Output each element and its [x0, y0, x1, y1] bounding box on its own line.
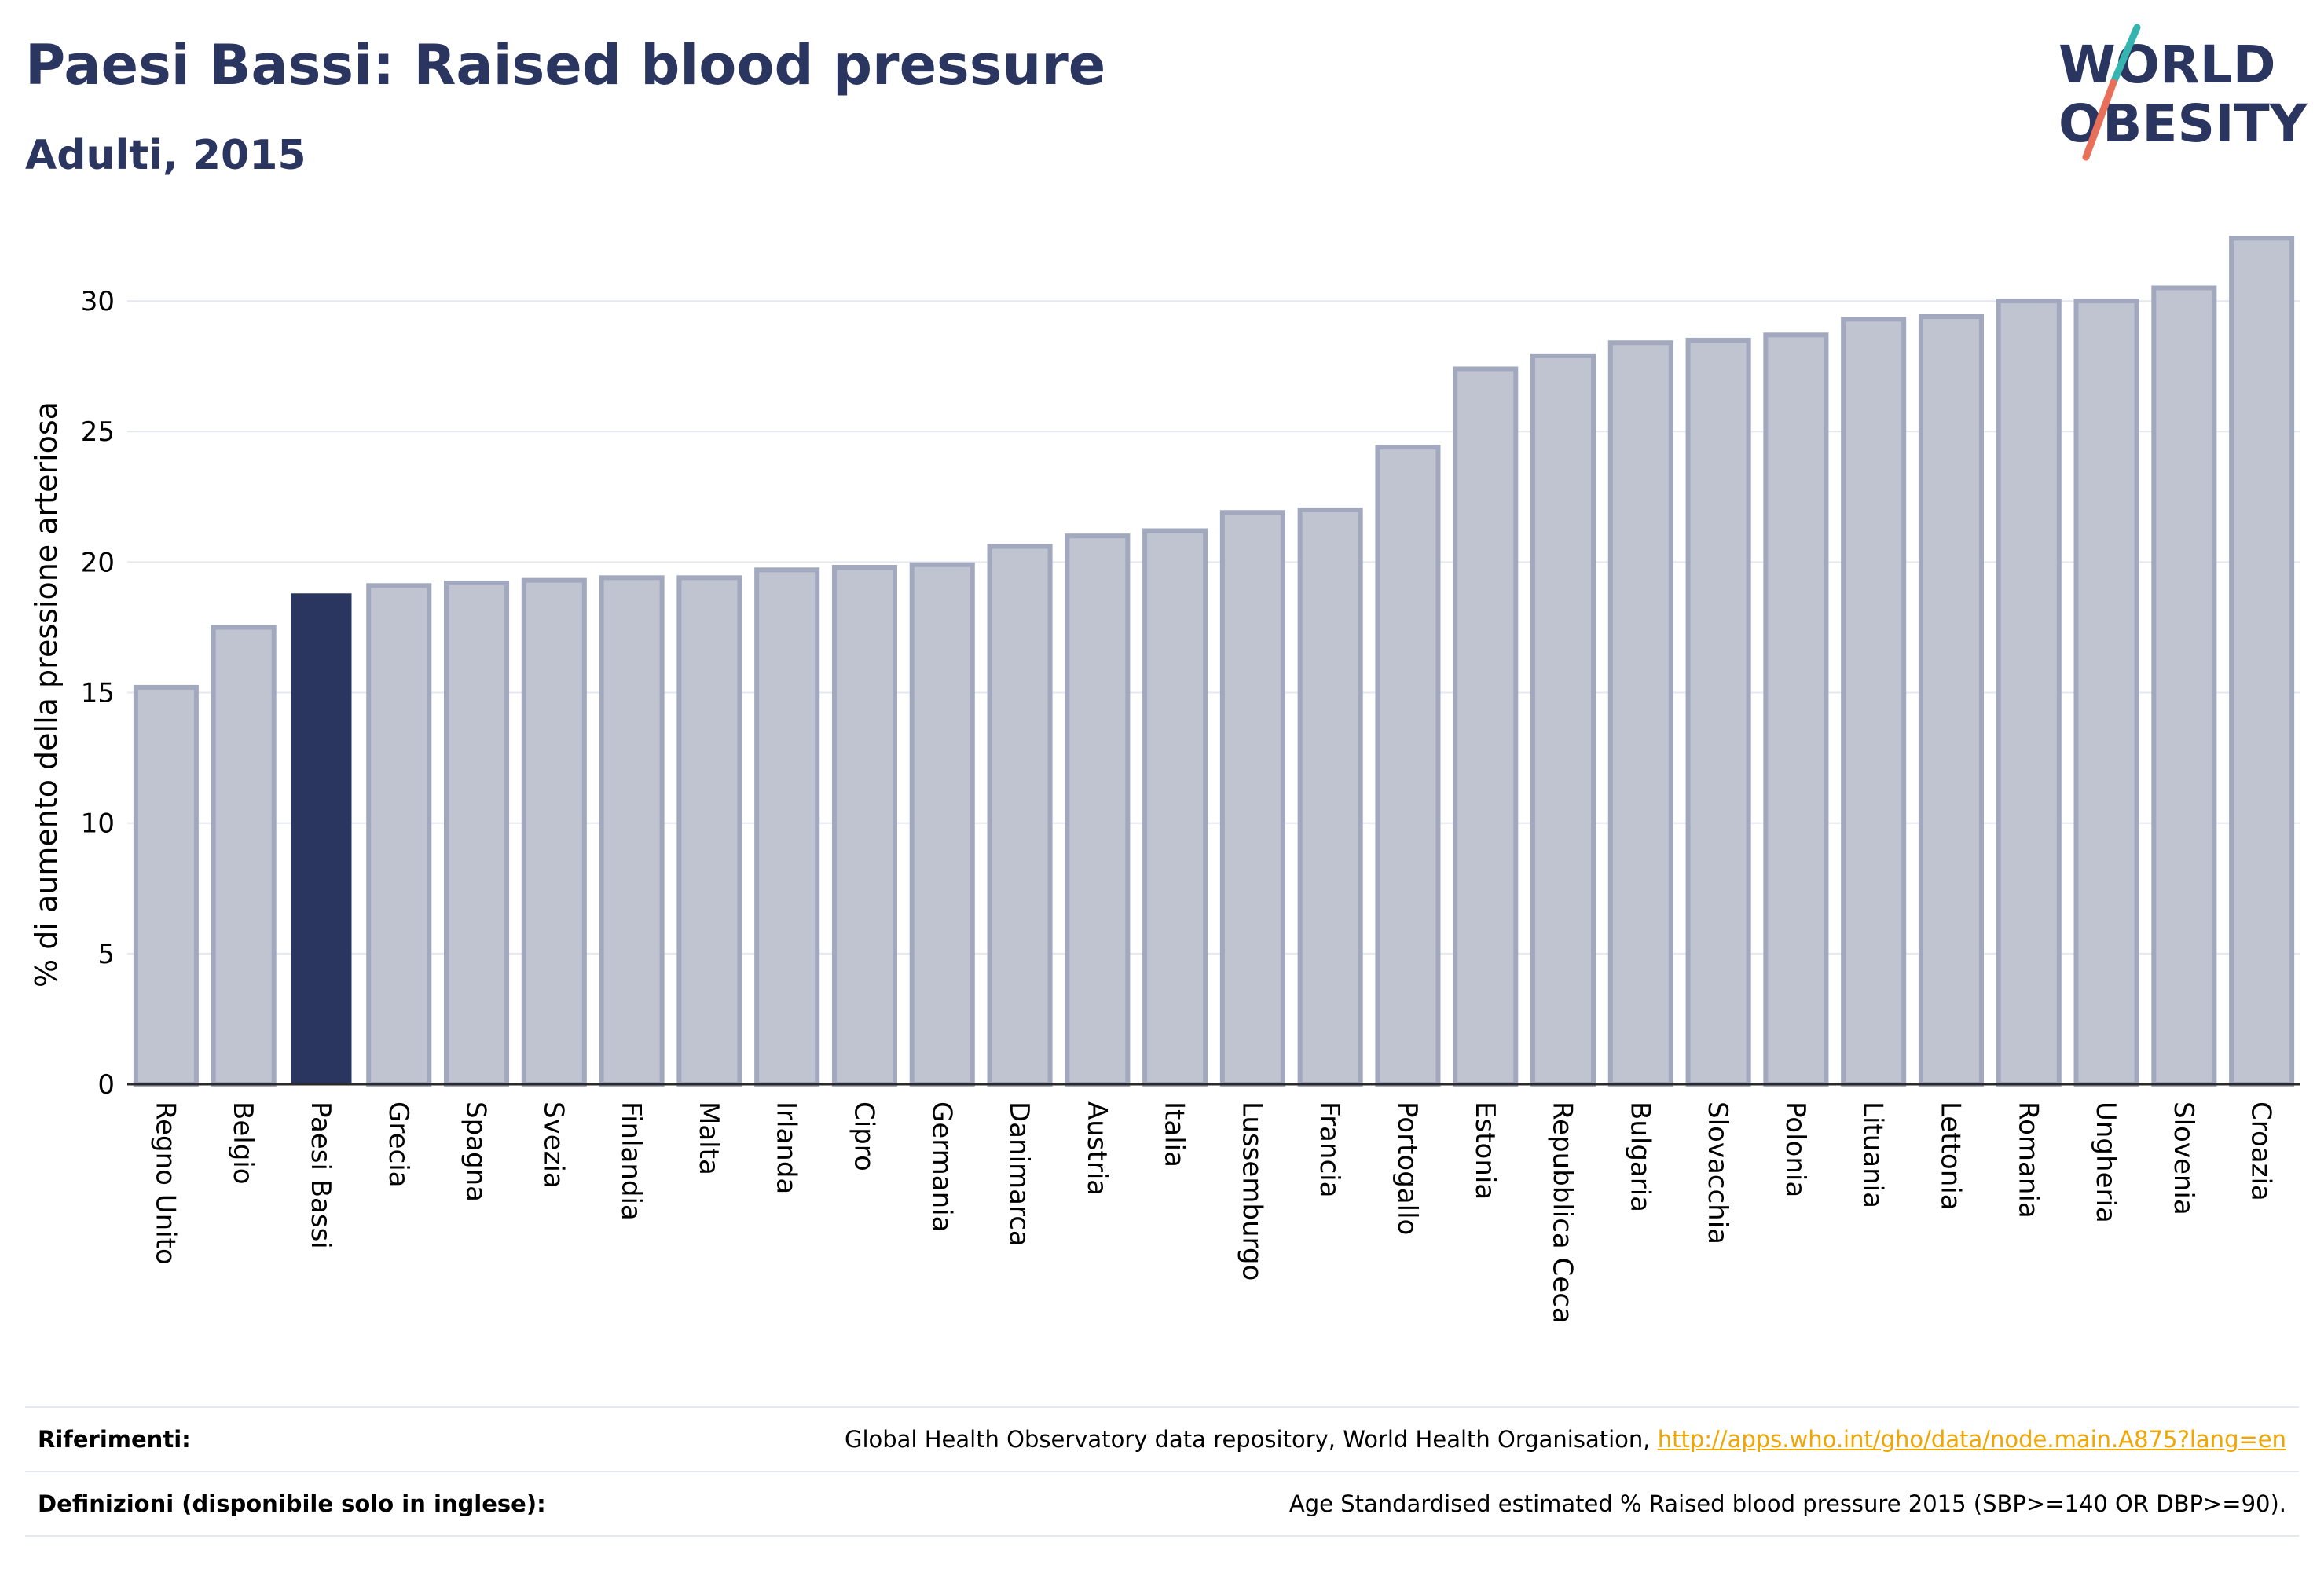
y-tick-label: 5	[97, 939, 115, 970]
x-tick-label: Italia	[1159, 1101, 1190, 1167]
bar	[1142, 528, 1208, 1087]
bar	[909, 562, 975, 1087]
x-tick-label: Finlandia	[615, 1101, 647, 1221]
x-tick-label: Portogallo	[1391, 1101, 1423, 1235]
x-tick-label: Polonia	[1780, 1101, 1811, 1197]
tick-labels: 0 5 10 15 20 25 30 Regno Unito Belgio Paesi Bassi…	[81, 286, 2277, 1324]
y-tick-label: 10	[81, 808, 115, 840]
x-tick-label: Francia	[1314, 1101, 1345, 1197]
definitions-text: Age Standardised estimated % Raised bloo…	[1288, 1490, 2286, 1517]
svg-text:WORLD: WORLD	[2058, 35, 2276, 95]
y-tick-label: 0	[97, 1069, 115, 1101]
bar	[1453, 366, 1519, 1087]
x-tick-label: Malta	[693, 1101, 724, 1175]
x-tick-label: Grecia	[383, 1101, 414, 1187]
bar	[676, 575, 742, 1087]
bar	[366, 583, 432, 1087]
x-tick-label: Slovenia	[2168, 1101, 2199, 1215]
bar	[133, 684, 199, 1087]
references-row: Riferimenti: Global Health Observatory d…	[25, 1406, 2299, 1471]
references-text: Global Health Observatory data repositor…	[844, 1426, 1658, 1453]
bar	[1918, 314, 1984, 1087]
bar	[444, 580, 510, 1087]
bar	[1375, 445, 1441, 1087]
bar	[1065, 533, 1131, 1087]
x-tick-label: Lussemburgo	[1236, 1101, 1267, 1281]
x-tick-label: Regno Unito	[149, 1101, 181, 1265]
x-tick-label: Austria	[1081, 1101, 1113, 1196]
x-tick-label: Paesi Bassi	[305, 1101, 336, 1249]
x-tick-label: Romania	[2012, 1101, 2044, 1219]
y-axis-label: % di aumento della pressione arteriosa	[29, 401, 64, 988]
bar	[1530, 353, 1596, 1087]
y-tick-label: 25	[81, 416, 115, 448]
bar	[1996, 299, 2062, 1087]
bars	[133, 236, 2295, 1087]
x-tick-label: Belgio	[227, 1101, 258, 1185]
bar	[1607, 340, 1673, 1087]
x-tick-label: Svezia	[537, 1101, 569, 1189]
bar	[831, 565, 897, 1087]
bar	[211, 625, 277, 1087]
x-tick-label: Estonia	[1469, 1101, 1501, 1200]
x-tick-label: Spagna	[460, 1101, 492, 1202]
x-tick-label: Germania	[926, 1101, 957, 1232]
x-tick-label: Lettonia	[1934, 1101, 1966, 1211]
bar	[1685, 337, 1751, 1087]
references-label: Riferimenti:	[38, 1426, 191, 1453]
y-tick-label: 20	[81, 547, 115, 578]
bar	[599, 575, 665, 1087]
chart-title: Paesi Bassi: Raised blood pressure	[25, 33, 1106, 97]
x-tick-label: Cipro	[848, 1101, 879, 1171]
chart-subtitle: Adulti, 2015	[25, 132, 306, 179]
bar-chart: 0 5 10 15 20 25 30 Regno Unito Belgio Paesi Bassi…	[29, 236, 2300, 1324]
bar	[1297, 507, 1363, 1087]
x-tick-label: Ungheria	[2090, 1101, 2121, 1223]
bar	[291, 593, 352, 1084]
definitions-row: Definizioni (disponibile solo in inglese…	[25, 1471, 2299, 1537]
bar	[1841, 317, 1907, 1087]
definitions-label: Definizioni (disponibile solo in inglese…	[38, 1490, 546, 1517]
bar	[2229, 236, 2295, 1087]
references-value: Global Health Observatory data repositor…	[845, 1426, 2299, 1453]
bar	[1763, 332, 1829, 1087]
y-tick-label: 15	[81, 678, 115, 709]
bar	[754, 567, 820, 1087]
bar	[987, 544, 1053, 1087]
x-tick-label: Repubblica Ceca	[1547, 1101, 1578, 1324]
world-obesity-logo: WORLD OBESITY	[2058, 24, 2308, 161]
bar	[1219, 510, 1285, 1087]
bar	[2151, 285, 2217, 1087]
bar	[521, 577, 587, 1087]
y-tick-label: 30	[81, 286, 115, 317]
x-tick-label: Slovacchia	[1702, 1101, 1733, 1244]
x-tick-label: Lituania	[1857, 1101, 1889, 1208]
x-tick-label: Danimarca	[1003, 1101, 1035, 1247]
x-tick-label: Bulgaria	[1624, 1101, 1655, 1212]
x-tick-label: Irlanda	[771, 1101, 802, 1194]
x-tick-label: Croazia	[2245, 1101, 2277, 1201]
references-link[interactable]: http://apps.who.int/gho/data/node.main.A…	[1657, 1426, 2286, 1453]
bar	[2073, 299, 2139, 1087]
